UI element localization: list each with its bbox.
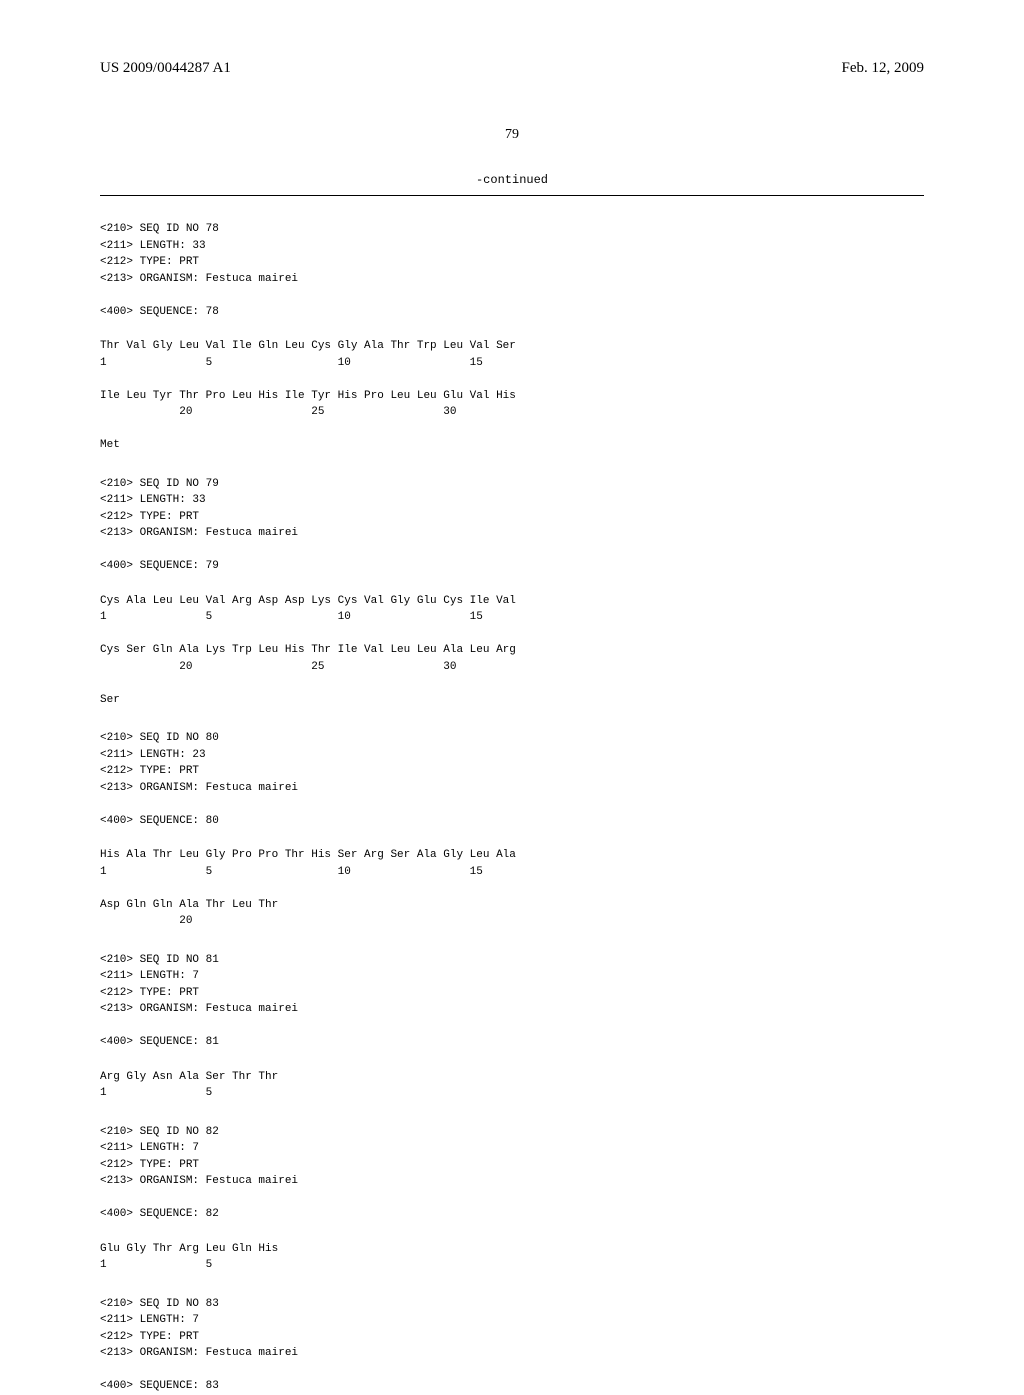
sequence-header-block: <210> SEQ ID NO 81 <211> LENGTH: 7 <212>…	[100, 952, 924, 1051]
sequence-entry: <210> SEQ ID NO 79 <211> LENGTH: 33 <212…	[100, 476, 924, 709]
sequence-header-block: <210> SEQ ID NO 78 <211> LENGTH: 33 <212…	[100, 221, 924, 320]
continued-label: -continued	[100, 173, 924, 187]
page-header: US 2009/0044287 A1 Feb. 12, 2009	[100, 60, 924, 77]
sequence-residues: Glu Gly Thr Arg Leu Gln His 1 5	[100, 1241, 924, 1274]
sequence-header-block: <210> SEQ ID NO 82 <211> LENGTH: 7 <212>…	[100, 1124, 924, 1223]
sequence-entry: <210> SEQ ID NO 83 <211> LENGTH: 7 <212>…	[100, 1296, 924, 1395]
sequence-header-block: <210> SEQ ID NO 80 <211> LENGTH: 23 <212…	[100, 730, 924, 829]
sequence-header-block: <210> SEQ ID NO 79 <211> LENGTH: 33 <212…	[100, 476, 924, 575]
sequence-residues: Arg Gly Asn Ala Ser Thr Thr 1 5	[100, 1069, 924, 1102]
divider-line	[100, 195, 924, 196]
sequence-header-block: <210> SEQ ID NO 83 <211> LENGTH: 7 <212>…	[100, 1296, 924, 1395]
sequence-entry: <210> SEQ ID NO 82 <211> LENGTH: 7 <212>…	[100, 1124, 924, 1274]
sequence-residues: His Ala Thr Leu Gly Pro Pro Thr His Ser …	[100, 847, 924, 930]
sequence-entry: <210> SEQ ID NO 78 <211> LENGTH: 33 <212…	[100, 221, 924, 454]
publication-date: Feb. 12, 2009	[842, 60, 925, 77]
sequence-residues: Thr Val Gly Leu Val Ile Gln Leu Cys Gly …	[100, 338, 924, 454]
sequence-entry: <210> SEQ ID NO 80 <211> LENGTH: 23 <212…	[100, 730, 924, 930]
sequences-container: <210> SEQ ID NO 78 <211> LENGTH: 33 <212…	[100, 221, 924, 1395]
page-number: 79	[100, 127, 924, 143]
sequence-residues: Cys Ala Leu Leu Val Arg Asp Asp Lys Cys …	[100, 593, 924, 709]
publication-number: US 2009/0044287 A1	[100, 60, 231, 77]
sequence-entry: <210> SEQ ID NO 81 <211> LENGTH: 7 <212>…	[100, 952, 924, 1102]
